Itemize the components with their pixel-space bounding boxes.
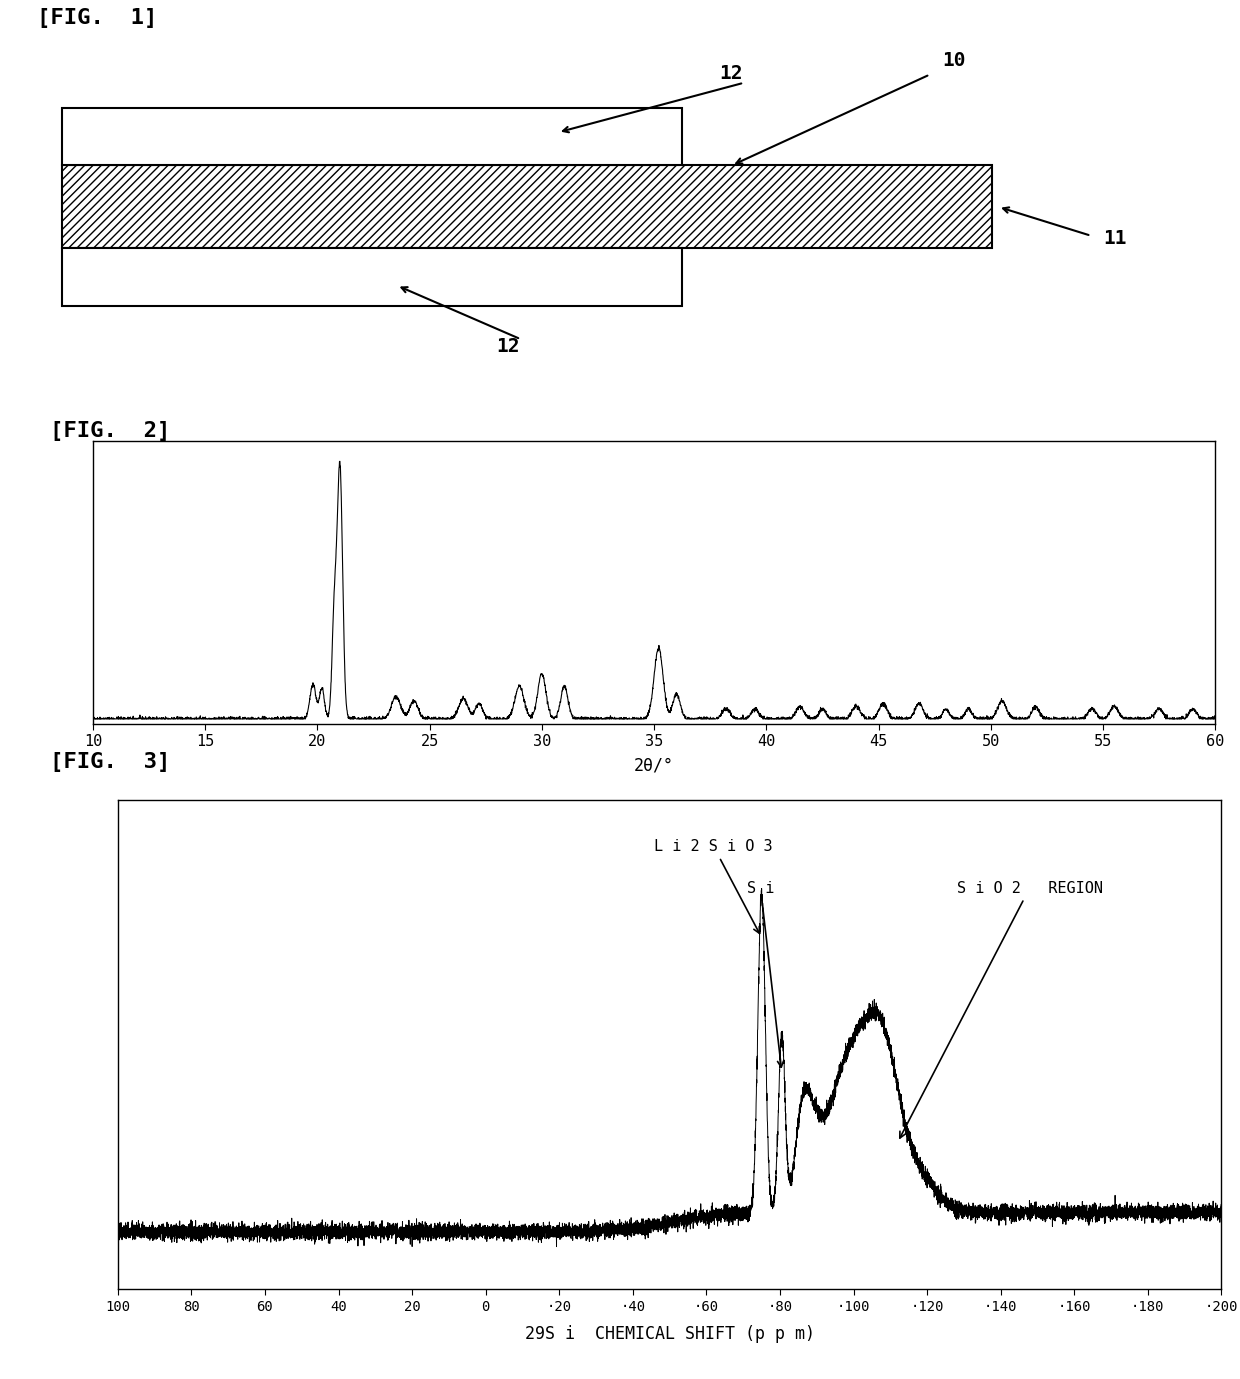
Text: S i O 2   REGION: S i O 2 REGION [900, 881, 1102, 1138]
Text: 12: 12 [719, 63, 743, 83]
Bar [62, 165, 992, 248]
Bar [62, 248, 682, 306]
Text: S i: S i [746, 881, 784, 1067]
Text: [FIG.  3]: [FIG. 3] [50, 752, 170, 772]
Bar [62, 108, 682, 165]
X-axis label: 2θ/°: 2θ/° [634, 756, 675, 775]
Text: 11: 11 [1104, 229, 1127, 248]
Text: 12: 12 [496, 336, 520, 356]
Text: 10: 10 [942, 51, 966, 70]
Text: [FIG.  1]: [FIG. 1] [37, 8, 157, 29]
X-axis label: 29S i  CHEMICAL SHIFT (p p m): 29S i CHEMICAL SHIFT (p p m) [525, 1325, 815, 1343]
Text: L i 2 S i O 3: L i 2 S i O 3 [655, 840, 773, 934]
Text: [FIG.  2]: [FIG. 2] [50, 421, 170, 441]
